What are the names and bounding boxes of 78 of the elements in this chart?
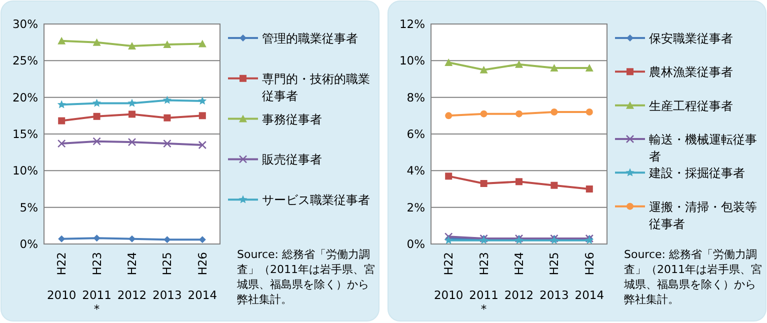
point — [128, 98, 136, 107]
x-tick-label: H22 2010 — [46, 252, 76, 302]
legend-label: 生産工程従事者 — [649, 98, 733, 113]
point — [586, 108, 593, 116]
point — [128, 42, 136, 50]
legend-label: 販売従事者 — [262, 152, 322, 167]
y-tick-label: 0% — [20, 237, 38, 251]
point — [58, 36, 66, 44]
point — [586, 186, 593, 192]
x-tick-label: H25 2013 — [152, 252, 182, 302]
legend-label: 保安職業従事者 — [649, 32, 733, 46]
legend-label: 管理的職業従事者 — [262, 32, 358, 46]
y-tick-label: 4% — [406, 164, 426, 178]
x-tick-label: H24 2012 — [504, 252, 534, 302]
point — [550, 108, 558, 116]
point — [164, 114, 171, 122]
legend-label: 農林漁業従事者 — [649, 65, 733, 80]
y-tick-label: 20% — [12, 90, 38, 104]
y-tick-label: 5% — [20, 200, 38, 214]
point — [57, 100, 66, 108]
point — [58, 117, 66, 124]
y-tick-label: 8% — [406, 90, 426, 104]
point — [162, 96, 172, 104]
y-tick-label: 12% — [399, 17, 426, 31]
y-tick-label: 6% — [406, 127, 426, 141]
legend-label: サービス職業従事者 — [262, 193, 370, 208]
point — [444, 58, 453, 66]
legend-label: 事務従事者 — [262, 112, 322, 126]
point — [550, 64, 558, 72]
point — [58, 235, 66, 242]
legend-label: 運搬・清掃・包装等従事者 — [649, 200, 757, 231]
y-tick-label: 25% — [12, 54, 38, 68]
point — [198, 140, 207, 150]
x-tick-label: H26 2014 — [188, 252, 218, 302]
x-tick-label: H25 2013 — [540, 252, 569, 302]
point — [198, 96, 207, 105]
x-tick-label: H26 2014 — [574, 252, 604, 302]
y-tick-label: 30% — [12, 17, 38, 31]
x-tick-label: H23 2011 * — [469, 252, 498, 316]
point — [480, 110, 488, 118]
point — [480, 180, 488, 187]
y-tick-label: 2% — [406, 200, 426, 214]
point — [92, 38, 101, 46]
x-tick-label: H24 2012 — [117, 252, 147, 302]
point — [198, 236, 206, 244]
y-tick-label: 15% — [12, 127, 38, 141]
point — [92, 137, 101, 146]
point — [198, 40, 206, 48]
source-note: Source: 総務省「労働力調査」（2011年は岩手県、宮城県、福島県を除く）から弊社集計。 — [236, 248, 375, 306]
y-tick-label: 10% — [399, 54, 426, 68]
point — [164, 236, 171, 244]
point — [585, 64, 594, 72]
x-tick-label: H22 2010 — [434, 252, 464, 302]
point — [93, 234, 100, 242]
point — [92, 98, 102, 107]
point — [444, 232, 453, 241]
legend-label: 建設・採掘従事者 — [648, 166, 745, 180]
x-tick-label: H23 2011 * — [82, 252, 112, 316]
point — [128, 110, 136, 118]
point — [128, 138, 136, 146]
point — [163, 139, 172, 148]
y-tick-label: 10% — [12, 164, 38, 178]
point — [480, 66, 488, 74]
legend-label: 輸送・機械運転従事者 — [649, 132, 757, 164]
point — [445, 112, 452, 120]
legend-label: 専門的・技術的職業従事者 — [262, 72, 370, 103]
point — [516, 178, 522, 186]
point — [57, 139, 66, 148]
point — [550, 182, 558, 189]
point — [445, 172, 452, 180]
point — [128, 235, 136, 242]
y-tick-label: 0% — [406, 237, 426, 251]
point — [93, 112, 100, 120]
point — [198, 112, 206, 120]
point — [516, 110, 522, 118]
point — [163, 40, 172, 48]
source-note: Source: 総務省「労働力調査」（2011年は岩手県、宮城県、福島県を除く）から弊社集計。 — [623, 248, 762, 306]
point — [515, 60, 523, 68]
